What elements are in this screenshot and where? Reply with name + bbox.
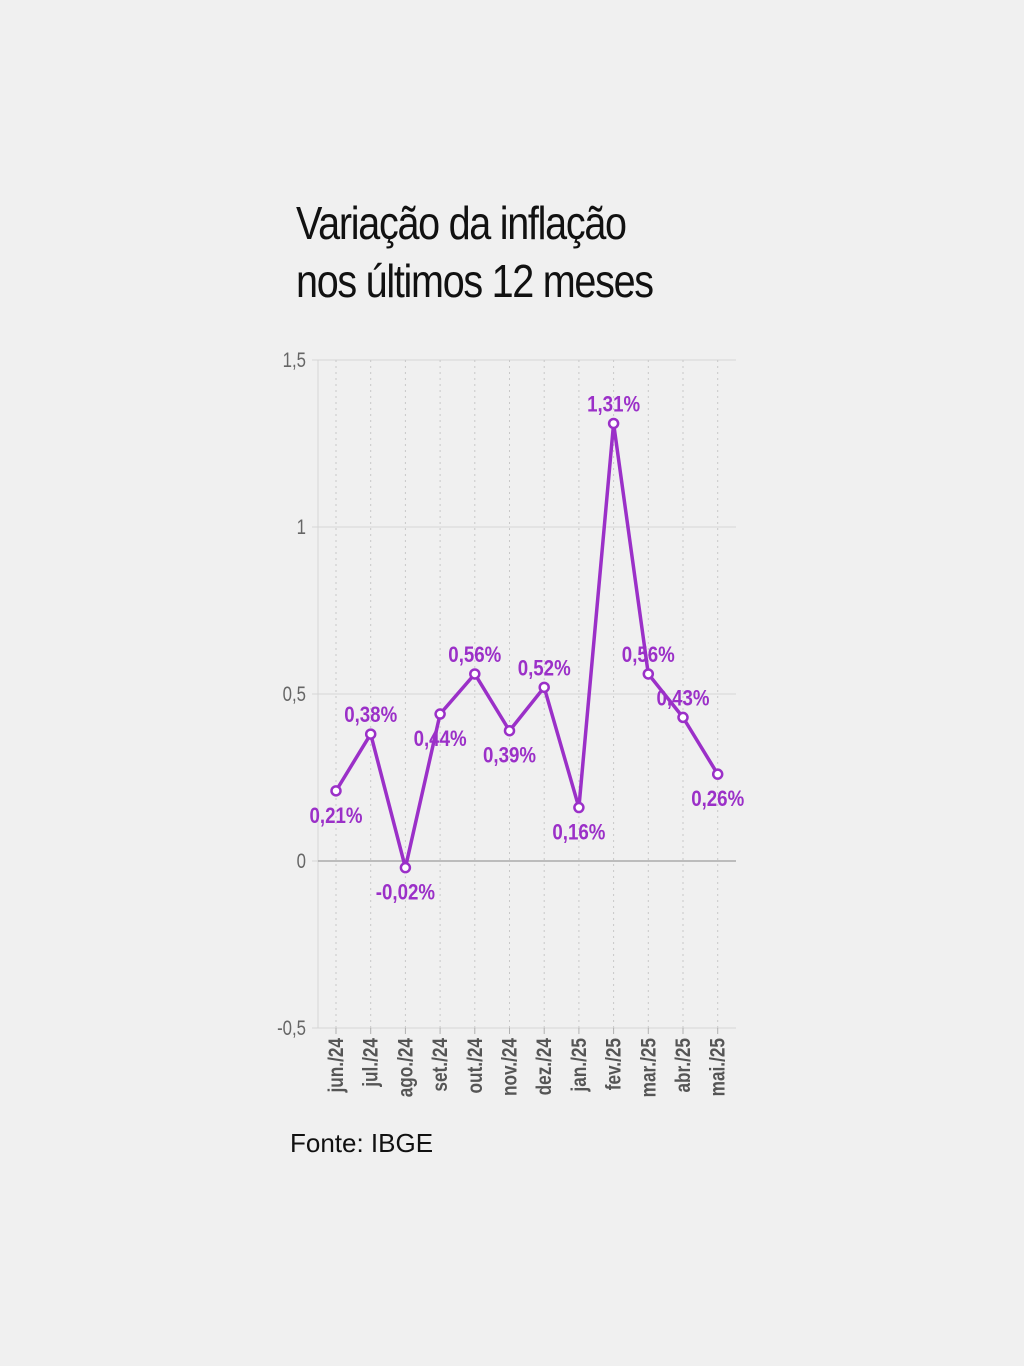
line-chart: -0,5 0 0,5 1 1,5 jun./24 jul./24 ago./24 set./2… [277,349,744,1098]
data-point [434,708,446,720]
y-axis-ticks: -0,5 0 0,5 1 1,5 [277,349,306,1040]
x-tick-label: set./24 [430,1038,453,1092]
data-point [399,861,412,874]
data-point [330,785,342,797]
data-label: -0,02% [376,881,435,905]
chart-title: Variação da inflação nos últimos 12 mese… [296,194,743,310]
data-point [469,668,481,680]
data-point [711,768,724,780]
y-tick-label: -0,5 [277,1017,306,1040]
x-tick-label: mai./25 [707,1038,730,1097]
x-tick-label: fev./25 [603,1038,626,1091]
source-note: Fonte: IBGE [290,1128,434,1158]
data-point [677,711,689,724]
y-tick-label: 1,5 [283,349,306,372]
data-point [607,417,620,430]
data-point [503,724,516,737]
x-tick-label: jun./24 [326,1038,349,1094]
data-label: 0,39% [483,744,536,768]
x-axis-ticks: jun./24 jul./24 ago./24 set./24 out./24 nov./… [326,1038,731,1098]
data-label: 1,31% [587,393,640,417]
y-tick-label: 0,5 [283,683,306,706]
x-tick-label: jul./24 [360,1038,383,1088]
data-point [642,668,655,680]
data-label: 0,52% [518,657,571,681]
series-line-path [334,421,720,870]
data-point [573,801,585,814]
data-label: 0,56% [448,644,501,668]
data-label: 0,56% [622,644,675,668]
grid [312,359,736,1034]
y-tick-label: 0 [297,850,306,873]
data-label: 0,26% [691,788,744,812]
data-label: 0,21% [309,805,362,829]
data-label: 0,43% [656,687,709,711]
x-tick-label: nov./24 [499,1038,522,1096]
x-tick-label: abr./25 [673,1038,696,1093]
chart-title-line-2: nos últimos 12 meses [296,255,654,307]
x-tick-label: dez./24 [534,1038,557,1096]
x-tick-label: mar./25 [638,1038,661,1098]
x-tick-label: ago./24 [395,1038,418,1098]
x-tick-label: out./24 [464,1038,487,1094]
data-label: 0,44% [414,728,467,752]
x-tick-label: jan./25 [568,1038,591,1093]
data-label: 0,16% [552,821,605,845]
data-labels: 0,21% 0,38% -0,02% 0,44% 0,56% 0,39% 0,52% 0,16… [309,393,744,905]
data-point [364,728,377,740]
data-point [538,681,550,694]
chart-title-line-1: Variação da inflação [296,197,627,249]
data-label: 0,38% [344,704,397,728]
y-tick-label: 1 [297,516,306,539]
series-line [330,417,724,874]
